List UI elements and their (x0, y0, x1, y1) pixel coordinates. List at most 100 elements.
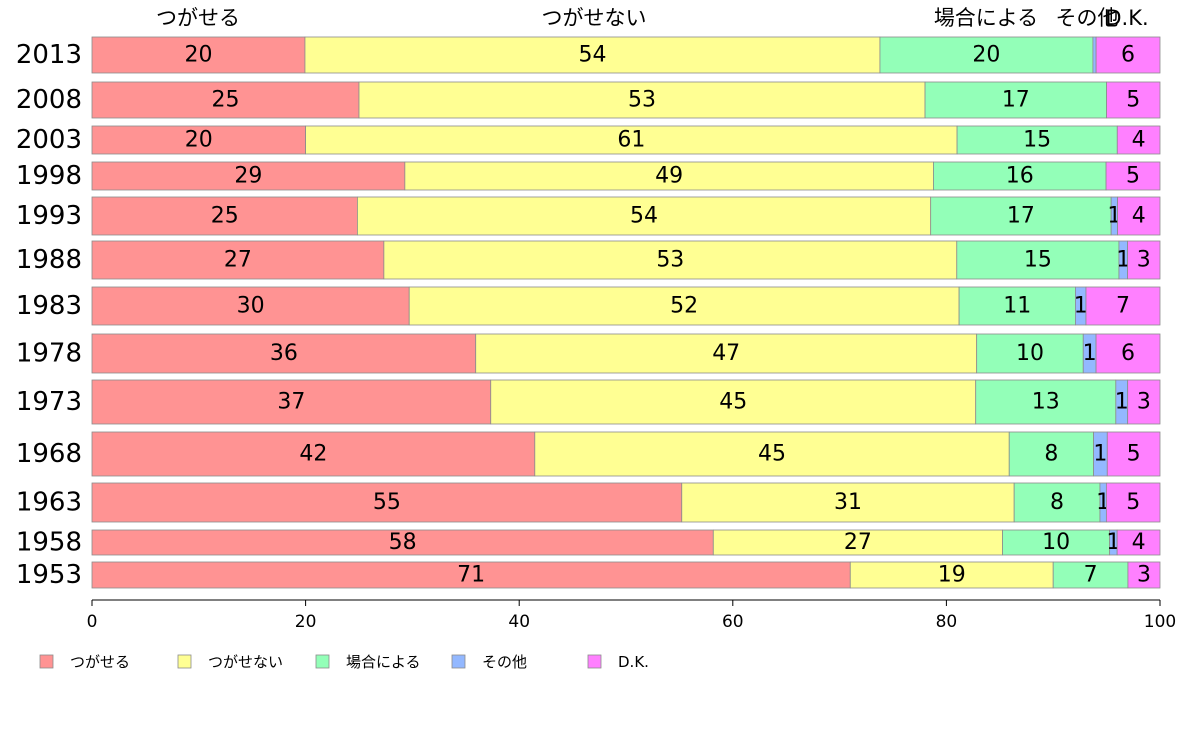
x-axis: 0 20 40 60 80 100 (87, 599, 1176, 632)
data-label-1968-s4: 5 (1127, 442, 1141, 467)
data-label-2013-s0: 20 (184, 43, 212, 68)
data-label-1963-s4: 5 (1126, 490, 1140, 515)
bar-segment-1973-s1 (490, 379, 977, 425)
bar-segment-1993-s0 (91, 196, 358, 236)
data-label-2013-s1: 54 (578, 43, 606, 68)
x-tick-label-40: 40 (508, 612, 530, 632)
column-header-1: つがせない (542, 6, 647, 30)
bar-segment-1953-s4 (1127, 561, 1161, 589)
data-label-1988-s2: 15 (1024, 248, 1052, 273)
data-label-1998-s2: 16 (1006, 164, 1034, 189)
column-header-4: D.K. (1105, 6, 1148, 30)
y-tick-label-1978: 1978 (16, 339, 82, 369)
bar-segment-1998-s4 (1105, 161, 1161, 191)
column-header-3: その他 (1056, 6, 1119, 30)
data-label-1968-s0: 42 (299, 442, 327, 467)
data-label-1963-s2: 8 (1050, 490, 1064, 515)
data-label-2008-s1: 53 (628, 88, 656, 113)
bar-segment-1988-s4 (1127, 240, 1161, 280)
y-tick-label-1958: 1958 (16, 528, 82, 558)
y-tick-label-1983: 1983 (16, 291, 82, 321)
data-label-1983-s2: 11 (1003, 294, 1031, 319)
data-label-1953-s0: 71 (457, 563, 485, 588)
data-label-1973-s0: 37 (277, 390, 305, 415)
data-label-1983-s3: 1 (1074, 294, 1088, 319)
data-label-1968-s1: 45 (758, 442, 786, 467)
bar-segment-2013-s1 (304, 36, 881, 74)
data-label-1968-s2: 8 (1044, 442, 1058, 467)
data-label-1963-s1: 31 (834, 490, 862, 515)
legend-label-1: つがせない (208, 653, 283, 671)
data-label-1953-s4: 3 (1137, 563, 1151, 588)
bar-segment-1978-s2 (976, 333, 1084, 374)
data-label-1958-s4: 4 (1132, 530, 1146, 555)
data-label-1998-s1: 49 (655, 164, 683, 189)
bar-segment-1953-s0 (91, 561, 851, 589)
y-tick-label-2008: 2008 (16, 85, 82, 115)
data-label-1993-s0: 25 (211, 204, 239, 229)
data-label-1973-s2: 13 (1032, 390, 1060, 415)
legend: つがせる つがせない 場合による その他 D.K. (39, 653, 649, 671)
y-tick-label-1953: 1953 (16, 560, 82, 590)
legend-label-0: つがせる (70, 653, 130, 671)
data-label-1953-s1: 19 (938, 563, 966, 588)
data-label-1953-s2: 7 (1084, 563, 1098, 588)
data-label-1993-s2: 17 (1007, 204, 1035, 229)
bar-segment-1968-s0 (91, 431, 536, 477)
bar-segment-1983-s0 (91, 286, 410, 326)
data-label-2003-s0: 20 (185, 128, 213, 153)
bar-segment-2013-s3 (1092, 36, 1097, 74)
data-label-2003-s2: 15 (1023, 128, 1051, 153)
data-label-2003-s1: 61 (617, 128, 645, 153)
bar-segment-2008-s1 (358, 81, 926, 119)
x-tick-label-20: 20 (295, 612, 317, 632)
bar-segment-1983-s1 (408, 286, 960, 326)
legend-swatch-4 (587, 654, 602, 669)
data-label-1958-s0: 58 (389, 530, 417, 555)
x-tick-label-0: 0 (87, 612, 98, 632)
data-label-1998-s4: 5 (1126, 164, 1140, 189)
data-label-2013-s4: 6 (1121, 43, 1135, 68)
bar-segment-1958-s0 (91, 529, 714, 556)
data-label-1993-s4: 4 (1132, 204, 1146, 229)
bar-segment-1963-s2 (1013, 482, 1101, 523)
data-label-1978-s0: 36 (270, 341, 298, 366)
y-axis-labels: 2013 2008 2003 1998 1993 1988 1983 1978 1973 1968… (16, 40, 82, 590)
bar-segment-1993-s2 (930, 196, 1112, 236)
bar-segment-1953-s2 (1052, 561, 1129, 589)
bar-segment-1998-s1 (404, 161, 934, 191)
legend-swatch-2 (315, 654, 330, 669)
bar-segment-1998-s2 (933, 161, 1107, 191)
bar-segment-2013-s4 (1095, 36, 1161, 74)
bar-segment-2013-s2 (879, 36, 1094, 74)
x-tick-label-60: 60 (722, 612, 744, 632)
bar-segment-1953-s1 (849, 561, 1054, 589)
bar-segment-1988-s1 (383, 240, 958, 280)
bar-segment-1973-s4 (1127, 379, 1161, 425)
y-tick-label-1993: 1993 (16, 201, 82, 231)
data-label-2008-s4: 5 (1126, 88, 1140, 113)
legend-label-2: 場合による (346, 653, 421, 671)
data-label-2013-s2: 20 (972, 43, 1000, 68)
bar-segment-1983-s2 (958, 286, 1076, 326)
data-label-2003-s4: 4 (1132, 128, 1146, 153)
bar-segment-1978-s4 (1095, 333, 1161, 374)
bar-segment-2003-s0 (91, 125, 307, 155)
y-tick-label-1998: 1998 (16, 161, 82, 191)
bar-segment-1993-s1 (357, 196, 932, 236)
bar-segment-1963-s1 (681, 482, 1015, 523)
y-tick-label-1973: 1973 (16, 387, 82, 417)
bar-segment-1963-s4 (1105, 482, 1161, 523)
legend-swatch-3 (451, 654, 466, 669)
bar-segment-1968-s4 (1106, 431, 1161, 477)
data-label-2008-s0: 25 (212, 88, 240, 113)
x-tick-label-100: 100 (1144, 612, 1176, 632)
bar-segment-2003-s4 (1116, 125, 1161, 155)
data-label-1958-s2: 10 (1042, 530, 1070, 555)
x-tick-label-80: 80 (936, 612, 958, 632)
bar-segment-1988-s0 (91, 240, 385, 280)
bar-segment-2008-s4 (1106, 81, 1161, 119)
data-label-1978-s4: 6 (1121, 341, 1135, 366)
